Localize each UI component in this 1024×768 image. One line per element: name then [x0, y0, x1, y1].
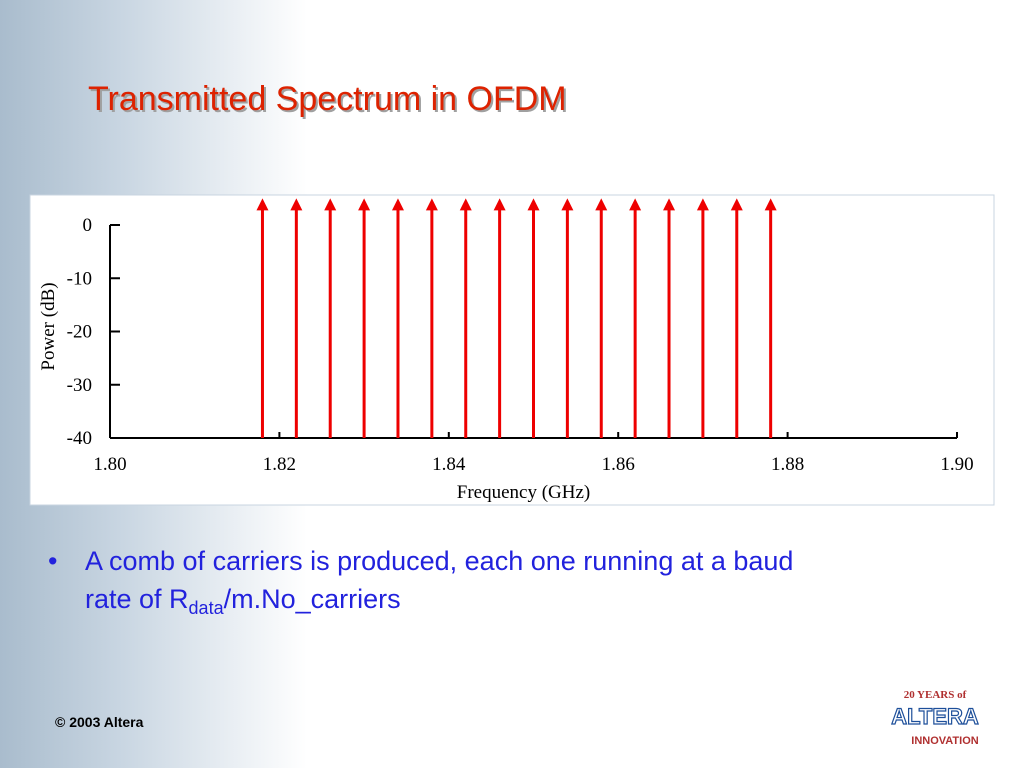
logo-top: 20 YEARS of	[904, 689, 967, 701]
x-tick-label: 1.82	[263, 454, 296, 475]
carrier-arrowhead	[527, 198, 540, 211]
carrier-arrowhead	[391, 198, 404, 211]
y-tick-label: -40	[67, 428, 92, 449]
slide-title: Transmitted Spectrum in OFDM	[88, 80, 567, 118]
footer: © 2003 Altera	[55, 714, 144, 730]
x-tick-label: 1.86	[602, 454, 635, 475]
y-tick-label: -10	[67, 268, 92, 289]
x-tick-label: 1.84	[432, 454, 466, 475]
carrier-arrowhead	[595, 198, 608, 211]
carrier-arrowhead	[459, 198, 472, 211]
carrier-arrowhead	[493, 198, 506, 211]
carrier-arrowhead	[561, 198, 574, 211]
logo-name: ALTERA	[891, 704, 979, 729]
carrier-arrowhead	[730, 198, 743, 211]
bullet-dot: •	[48, 546, 57, 576]
bullet-text: A comb of carriers is produced, each one…	[85, 546, 801, 618]
bullet-line: rate of R	[85, 584, 189, 614]
y-tick-label: 0	[83, 215, 93, 236]
chart: 0 -10 -20 -30 -401.80 1.82 1.84 1.86 1.88 1.90 Fre…	[38, 198, 974, 503]
x-tick-label: 1.90	[940, 454, 973, 475]
carrier-arrowhead	[358, 198, 371, 211]
x-tick-label: 1.88	[771, 454, 804, 475]
carrier-arrowhead	[425, 198, 438, 211]
carrier-arrowhead	[663, 198, 676, 211]
logo-bottom: INNOVATION	[911, 735, 978, 747]
carrier-arrowhead	[696, 198, 709, 211]
x-tick-label: 1.80	[93, 454, 126, 475]
carrier-arrowhead	[290, 198, 303, 211]
carrier-arrowhead	[629, 198, 642, 211]
title-shadow: Transmitted Spectrum in OFDM	[90, 82, 569, 120]
carrier-arrowhead	[324, 198, 337, 211]
y-axis-label: Power (dB)	[38, 282, 59, 370]
y-tick-label: -20	[67, 322, 92, 343]
bullet-suffix: /m.No_carriers	[224, 584, 401, 614]
y-tick-label: -30	[67, 375, 92, 396]
subscript: data	[189, 598, 225, 618]
carrier-arrowhead	[256, 198, 269, 211]
bullet-line: A comb of carriers is produced, each one…	[85, 546, 793, 576]
x-axis-label: Frequency (GHz)	[457, 482, 590, 503]
carrier-arrowhead	[764, 198, 777, 211]
chart-panel	[29, 194, 995, 506]
